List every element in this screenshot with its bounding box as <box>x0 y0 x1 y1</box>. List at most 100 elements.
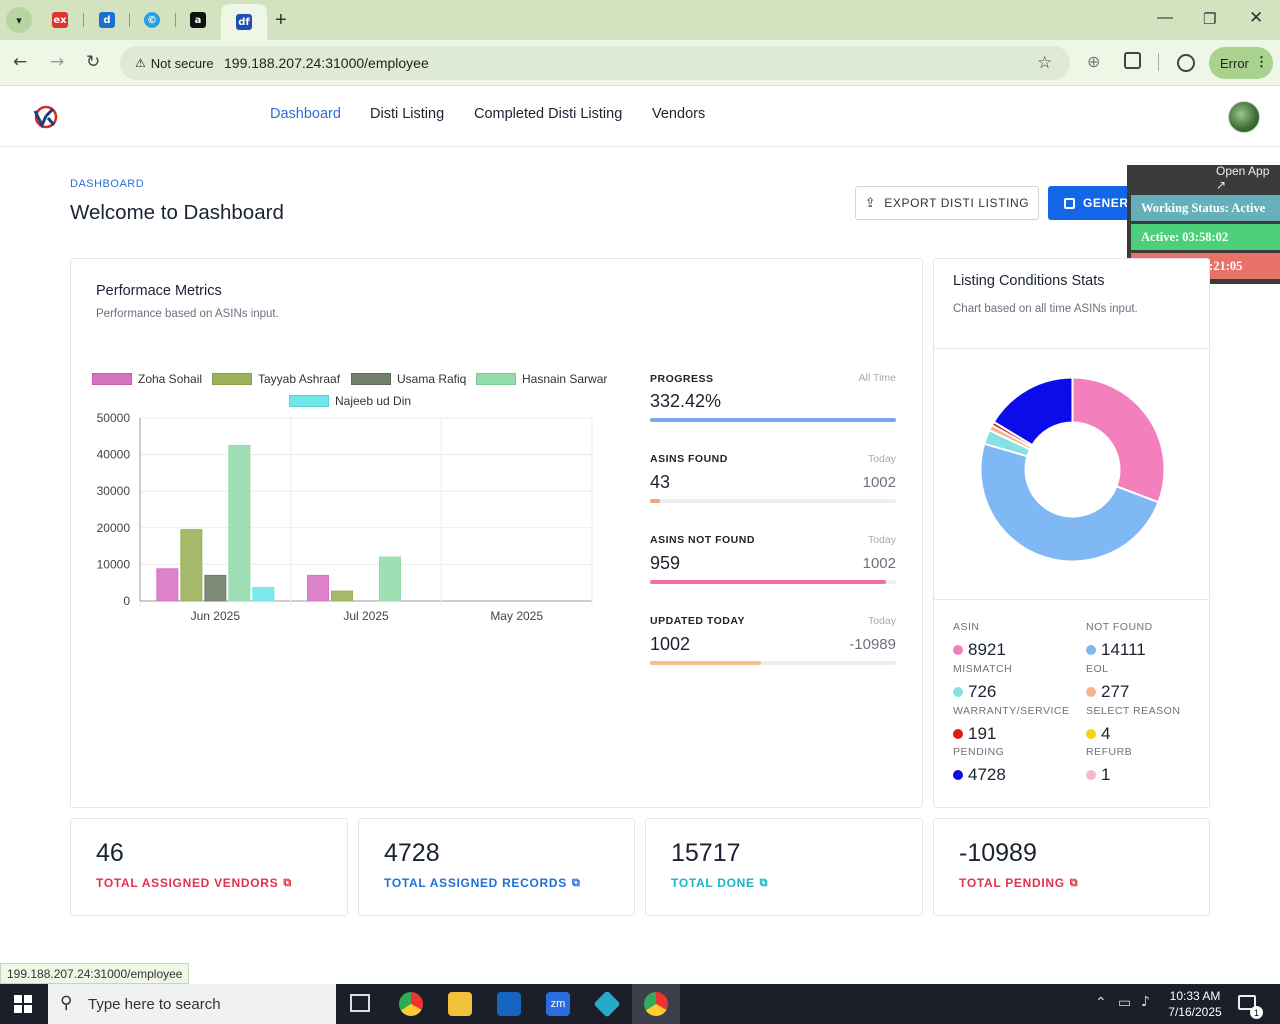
taskbar-clock[interactable]: 10:33 AM 7/16/2025 <box>1166 988 1224 1020</box>
windows-start-icon[interactable] <box>14 995 32 1013</box>
dot-icon <box>1086 645 1096 655</box>
y-tick-label: 10000 <box>97 557 131 571</box>
taskbar-search-input[interactable]: ⚲ Type here to search <box>48 984 336 1024</box>
close-icon[interactable]: ✕ <box>1249 8 1264 28</box>
blue-d-icon: d <box>99 12 115 28</box>
clock-date: 7/16/2025 <box>1168 1005 1222 1019</box>
performance-metrics-card <box>70 258 923 808</box>
bar-najeeb-ud-din[interactable] <box>252 586 275 602</box>
legend-hasnain-sarwar[interactable]: Hasnain Sarwar <box>476 372 607 386</box>
tab-amazon[interactable]: a <box>182 6 214 34</box>
avatar[interactable] <box>1228 101 1260 133</box>
legend-najeeb-ud-din[interactable]: Najeeb ud Din <box>289 394 411 408</box>
kpi-label: TOTAL DONE <box>671 876 755 890</box>
task-view-icon[interactable] <box>350 994 370 1012</box>
stat-not-found: 14111 <box>1086 640 1146 660</box>
legend-swatch <box>289 395 329 407</box>
bar-hasnain-sarwar[interactable] <box>228 444 251 602</box>
updated-today-bar <box>650 661 896 665</box>
nav-completed-disti-listing[interactable]: Completed Disti Listing <box>474 106 623 122</box>
back-icon[interactable]: ← <box>13 52 28 72</box>
company-logo-icon[interactable] <box>31 103 61 131</box>
y-tick-label: 50000 <box>97 411 131 425</box>
total-done-link[interactable]: TOTAL DONE ⧉ <box>671 876 768 890</box>
stat-key-asin: ASIN <box>953 621 980 633</box>
bar-usama-rafiq[interactable] <box>204 574 227 602</box>
kpi-card-assigned-vendors: 46 TOTAL ASSIGNED VENDORS ⧉ <box>70 818 348 916</box>
legend-swatch <box>92 373 132 385</box>
outlook-icon[interactable] <box>497 992 521 1016</box>
tab-copyright[interactable]: © <box>136 6 168 34</box>
open-app-link[interactable]: Open App ↗ <box>1211 164 1280 192</box>
kpi-label: TOTAL PENDING <box>959 876 1065 890</box>
y-tick-label: 20000 <box>97 521 131 535</box>
bar-tayyab-ashraaf[interactable] <box>331 590 353 602</box>
tab-search-icon[interactable]: ▾ <box>6 7 32 33</box>
asins-not-found-bar-fill <box>650 580 887 584</box>
active-chrome-taskbar[interactable] <box>632 984 680 1024</box>
bar-tayyab-ashraaf[interactable] <box>180 529 203 602</box>
kpi-card-assigned-records: 4728 TOTAL ASSIGNED RECORDS ⧉ <box>358 818 635 916</box>
stat-key-pending: PENDING <box>953 746 1005 758</box>
export-disti-listing-button[interactable]: ⇪ EXPORT DISTI LISTING <box>855 186 1039 220</box>
breadcrumb: DASHBOARD <box>70 178 145 190</box>
total-assigned-records-link[interactable]: TOTAL ASSIGNED RECORDS ⧉ <box>384 876 581 890</box>
nav-dashboard[interactable]: Dashboard <box>270 106 341 122</box>
donut-slice-not-found[interactable] <box>979 442 1160 563</box>
total-pending-link[interactable]: TOTAL PENDING ⧉ <box>959 876 1078 890</box>
total-assigned-vendors-link[interactable]: TOTAL ASSIGNED VENDORS ⧉ <box>96 876 292 890</box>
app-diamond-icon[interactable] <box>593 990 621 1018</box>
legend-usama-rafiq[interactable]: Usama Rafiq <box>351 372 466 386</box>
app-header: Dashboard Disti Listing Completed Disti … <box>0 87 1280 147</box>
kpi-value: 46 <box>96 839 124 867</box>
bar-zoha-sohail[interactable] <box>156 568 179 602</box>
minimize-icon[interactable]: — <box>1157 9 1173 26</box>
tab-df-active[interactable]: df <box>221 4 267 40</box>
nav-vendors[interactable]: Vendors <box>652 106 706 122</box>
nav-disti-listing[interactable]: Disti Listing <box>370 106 445 122</box>
stat-key-select-reason: SELECT REASON <box>1086 705 1181 717</box>
tab-d[interactable]: d <box>91 6 123 34</box>
stat-value: 14111 <box>1101 640 1146 659</box>
error-button[interactable]: Error ⋮ <box>1209 47 1273 79</box>
url-text[interactable]: 199.188.207.24:31000/employee <box>224 55 429 71</box>
tab-ex[interactable]: ex <box>44 6 76 34</box>
stat-key-eol: EOL <box>1086 663 1109 675</box>
notification-icon[interactable] <box>1238 995 1256 1010</box>
listing-title: Listing Conditions Stats <box>953 273 1105 289</box>
volume-icon[interactable]: ♪ <box>1141 994 1150 1010</box>
omnibox[interactable]: ⚠ Not secure 199.188.207.24:31000/employ… <box>120 46 1070 80</box>
active-time-row: Active: 03:58:02 <box>1131 224 1280 250</box>
bar-zoha-sohail[interactable] <box>307 574 329 602</box>
zoom-icon[interactable]: zm <box>546 992 570 1016</box>
legend-tayyab-ashraaf[interactable]: Tayyab Ashraaf <box>212 372 340 386</box>
dot-icon <box>953 687 963 697</box>
more-menu-icon[interactable]: ⋮ <box>1255 54 1268 69</box>
external-link-icon: ⧉ <box>571 876 581 889</box>
metric-label-asins-not-found: ASINS NOT FOUND <box>650 534 755 546</box>
file-explorer-icon[interactable] <box>448 992 472 1016</box>
dot-icon <box>953 729 963 739</box>
network-icon[interactable]: ▭ <box>1118 995 1132 1011</box>
translate-globe-icon[interactable]: ⊕ <box>1087 52 1101 71</box>
stat-select-reason: 4 <box>1086 724 1110 744</box>
not-secure-chip[interactable]: ⚠ Not secure <box>129 52 222 74</box>
new-tab-button[interactable]: + <box>275 9 287 31</box>
forward-icon[interactable]: → <box>50 52 65 72</box>
legend-swatch <box>476 373 516 385</box>
legend-zoha-sohail[interactable]: Zoha Sohail <box>92 372 202 386</box>
x-tick-label: May 2025 <box>490 609 543 623</box>
donut-slice-asin[interactable] <box>1071 376 1166 504</box>
reload-icon[interactable]: ↻ <box>86 52 101 72</box>
dot-icon <box>1086 770 1096 780</box>
restore-icon[interactable]: ❐ <box>1203 10 1217 28</box>
bookmark-star-icon[interactable]: ☆ <box>1037 53 1053 73</box>
clock-time: 10:33 AM <box>1169 989 1221 1003</box>
profile-icon[interactable] <box>1177 54 1195 72</box>
metric-when-asins-found: Today <box>867 453 896 465</box>
metric-when-progress: All Time <box>858 372 896 384</box>
chrome-icon[interactable] <box>399 992 423 1016</box>
extensions-icon[interactable] <box>1124 52 1141 69</box>
bar-hasnain-sarwar[interactable] <box>379 556 401 602</box>
chevron-up-icon[interactable]: ⌃ <box>1095 994 1107 1010</box>
